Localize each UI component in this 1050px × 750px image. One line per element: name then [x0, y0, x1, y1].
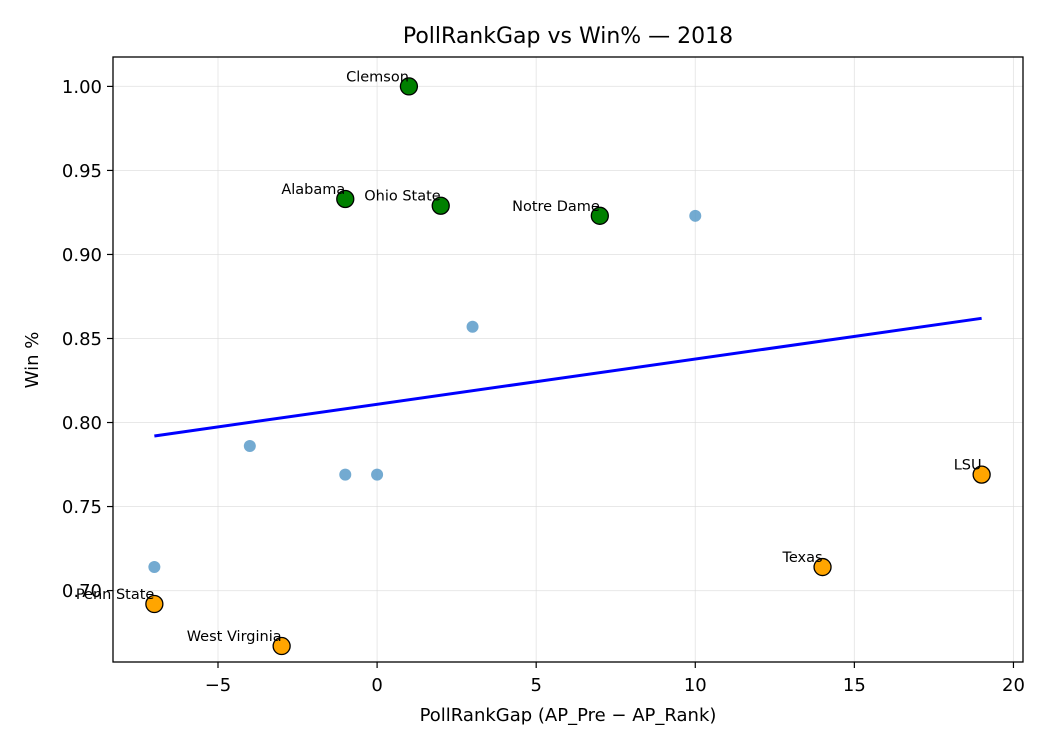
x-tick-label: 15	[843, 675, 866, 696]
point-bottom	[972, 465, 991, 484]
point-other	[466, 320, 479, 333]
point-other	[339, 468, 352, 481]
grid	[113, 57, 1023, 662]
point-annotation: West Virginia	[187, 629, 282, 645]
point-top	[590, 206, 609, 225]
trendline-layer	[154, 316, 982, 438]
y-axis-label: Win %	[22, 332, 43, 389]
annotation-layer: Clemson Alabama Ohio State Notre Dame LSU Tex…	[76, 69, 982, 645]
chart-title: PollRankGap vs Win% — 2018	[403, 24, 733, 49]
point-top	[399, 77, 419, 96]
point-annotation: Penn State	[76, 587, 155, 603]
points-layer	[145, 77, 991, 656]
y-tick-label: 0.85	[62, 329, 102, 350]
y-tick-label: 0.80	[62, 413, 102, 434]
y-tick-label: 0.75	[62, 497, 102, 518]
x-tick-label: 20	[1002, 675, 1025, 696]
point-annotation: LSU	[954, 458, 982, 474]
point-annotation: Notre Dame	[512, 199, 600, 215]
point-other	[371, 468, 384, 481]
trend-line	[154, 316, 982, 438]
point-annotation: Texas	[781, 550, 822, 566]
x-tick-label: 0	[371, 675, 382, 696]
point-other	[689, 209, 702, 222]
x-tick-label: −5	[205, 675, 232, 696]
point-other	[243, 440, 256, 453]
x-tick-label: 5	[530, 675, 541, 696]
point-annotation: Alabama	[281, 182, 345, 198]
x-tick-label: 10	[684, 675, 707, 696]
point-bottom	[272, 636, 291, 656]
point-other	[148, 561, 161, 574]
y-tick-label: 0.90	[62, 245, 102, 266]
point-bottom	[145, 594, 164, 614]
ticks-layer: −5 0 5 10 15 20 0.70 0.75 0.80 0.85 0.90 0.95 1.00	[62, 77, 1025, 696]
point-top	[431, 196, 450, 215]
plot-frame	[112, 56, 1024, 663]
y-tick-label: 0.70	[62, 581, 102, 602]
y-tick-label: 1.00	[62, 77, 102, 98]
point-annotation: Ohio State	[364, 189, 441, 205]
point-top	[336, 189, 355, 209]
point-bottom	[813, 557, 832, 577]
x-axis-label: PollRankGap (AP_Pre − AP_Rank)	[420, 705, 717, 726]
point-annotation: Clemson	[346, 69, 409, 85]
y-tick-label: 0.95	[62, 161, 102, 182]
